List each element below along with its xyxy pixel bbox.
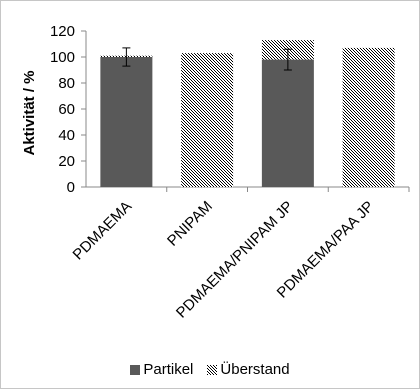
legend-label-ueberstand: Überstand: [220, 361, 290, 378]
legend-swatch-ueberstand: [207, 364, 218, 375]
legend-label-partikel: Partikel: [143, 361, 194, 378]
y-tick-label: 20: [58, 153, 75, 170]
legend: Partikel Überstand: [1, 361, 419, 378]
y-tick-label: 80: [58, 75, 75, 92]
y-tick-label: 120: [50, 23, 75, 40]
x-tick-label: PDMAEMA: [70, 198, 136, 264]
bar-partikel: [261, 59, 314, 187]
y-tick-label: 100: [50, 49, 75, 66]
y-tick-label: 40: [58, 127, 75, 144]
x-tick-label: PNIPAM: [164, 198, 216, 250]
legend-item-partikel: Partikel: [130, 361, 193, 378]
y-axis-label: Aktivität / %: [21, 70, 38, 155]
y-tick-label: 0: [67, 179, 75, 196]
y-tick-label: 60: [58, 101, 75, 118]
bar-ueberstand: [342, 47, 395, 188]
bar-ueberstand: [181, 53, 234, 187]
bar-partikel: [100, 57, 153, 187]
legend-item-ueberstand: Überstand: [207, 361, 290, 378]
legend-swatch-partikel: [130, 364, 141, 375]
